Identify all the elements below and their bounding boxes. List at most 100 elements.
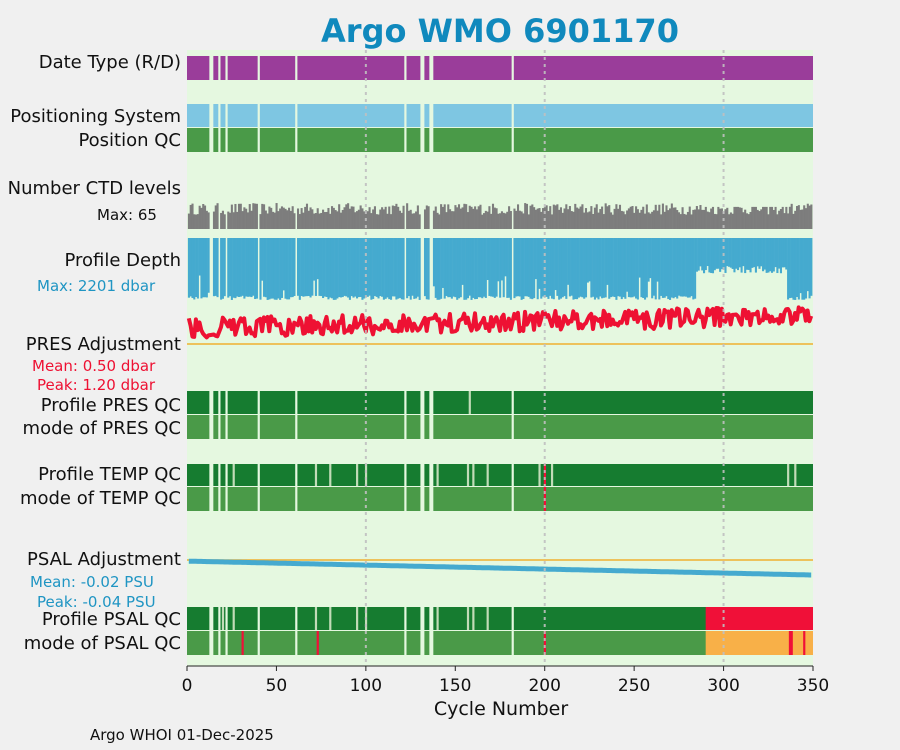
profile-depth-bar [313, 238, 316, 281]
profile-depth-bar [291, 238, 294, 298]
ctd-level-bar [534, 209, 537, 229]
ctd-level-bar [626, 210, 629, 229]
ctd-level-bar [270, 207, 273, 229]
ctd-level-bar [241, 211, 244, 229]
profile-depth-bar [731, 238, 734, 269]
ctd-level-bar [611, 214, 614, 229]
ctd-level-bar [463, 203, 466, 229]
ctd-level-bar [728, 214, 731, 229]
ctd-level-bar [542, 208, 545, 229]
profile-depth-bar [475, 238, 478, 299]
ctd-level-bar [423, 209, 427, 229]
mode-temp-qc-gap [295, 487, 298, 511]
profile-depth-bar [500, 238, 503, 281]
ctd-level-bar [214, 205, 217, 229]
profile-pres-qc-band [187, 391, 813, 414]
profile-depth-bar [717, 238, 720, 269]
profile-psal-qc-light [232, 607, 235, 630]
ctd-level-bar [645, 204, 648, 229]
profile-depth-bar [202, 238, 205, 298]
mode-pres-qc-gap [295, 415, 298, 439]
profile-depth-bar [395, 238, 398, 300]
profile-depth-bar [504, 238, 507, 277]
ctd-level-bar [282, 207, 285, 229]
profile-depth-bar [572, 238, 575, 300]
ctd-level-bar [452, 211, 455, 229]
mode-pres-qc-gap [420, 415, 423, 439]
ctd-level-bar [735, 206, 738, 229]
ctd-level-bar [382, 209, 385, 229]
ctd-level-bar [243, 207, 246, 229]
profile-depth-bar [669, 238, 672, 300]
profile-depth-bar [593, 238, 596, 300]
ctd-level-bar [386, 213, 389, 229]
profile-depth-bar [583, 238, 586, 299]
profile-depth-bar [368, 238, 371, 296]
ctd-level-bar [440, 204, 443, 229]
profile-pres-qc-light [468, 391, 471, 414]
positioning-gap [431, 104, 434, 127]
date-type-gap [429, 56, 432, 80]
ctd-level-bar [602, 214, 605, 229]
date-type-gap [420, 56, 423, 80]
ctd-level-bar [704, 206, 707, 229]
profile-pres-qc-gap [225, 391, 228, 414]
ctd-level-bar [307, 210, 310, 229]
ctd-level-bar [357, 209, 360, 229]
profile-depth-bar [533, 238, 536, 299]
mode-psal-qc-gap [511, 631, 514, 655]
profile-depth-bar [284, 238, 287, 299]
mode-pres-qc-gap [404, 415, 407, 439]
ctd-level-bar [245, 208, 248, 229]
profile-depth-bar [729, 238, 732, 268]
ctd-level-bar [375, 214, 378, 229]
profile-depth-bar [744, 238, 747, 274]
profile-depth-bar [577, 238, 580, 298]
profile-depth-bar [488, 238, 491, 296]
ctd-level-bar [744, 209, 747, 229]
profile-depth-bar [343, 238, 346, 296]
ctd-level-bar [415, 211, 418, 229]
ctd-level-bar [584, 208, 588, 229]
profile-depth-bar [728, 238, 731, 267]
profile-depth-bar [205, 238, 208, 298]
x-tick-label: 50 [265, 676, 288, 696]
profile-depth-bar [252, 238, 255, 296]
ctd-level-bar [695, 206, 698, 229]
profile-depth-bar [195, 238, 198, 297]
profile-temp-qc-gap [429, 464, 432, 486]
ctd-level-bar [338, 204, 341, 229]
ctd-level-bar [647, 212, 650, 229]
ctd-level-bar [500, 211, 503, 229]
profile-depth-bar [645, 238, 648, 298]
profile-temp-qc-light [436, 464, 439, 486]
profile-depth-bar [227, 238, 230, 298]
ctd-level-bar [255, 203, 258, 229]
mode-temp-qc-gap [431, 487, 434, 511]
ctd-level-bar [259, 214, 262, 229]
ctd-level-bar [597, 212, 600, 229]
ctd-level-bar [769, 206, 772, 229]
ctd-level-bar [293, 213, 296, 229]
ctd-level-bar [443, 204, 446, 229]
profile-depth-bar [216, 238, 219, 298]
profile-depth-bar [688, 238, 691, 298]
profile-depth-bar [656, 238, 659, 282]
profile-depth-bar [286, 238, 289, 300]
profile-depth-bar [787, 238, 790, 300]
profile-depth-bar [570, 238, 573, 296]
profile-depth-bar [239, 238, 242, 297]
profile-temp-qc-gap [218, 464, 221, 486]
ctd-level-bar [402, 205, 405, 229]
profile-temp-qc-light [486, 464, 489, 486]
ctd-level-bar [495, 208, 498, 229]
positioning-gap [404, 104, 407, 127]
ctd-level-bar [343, 207, 346, 229]
ctd-level-bar [499, 213, 502, 229]
mode-pres-qc-gap [209, 415, 212, 439]
profile-depth-bar [370, 238, 373, 300]
ctd-level-bar [590, 206, 593, 229]
ctd-level-bar [506, 211, 509, 229]
ctd-level-bar [518, 210, 521, 229]
ctd-level-bar [418, 214, 421, 229]
